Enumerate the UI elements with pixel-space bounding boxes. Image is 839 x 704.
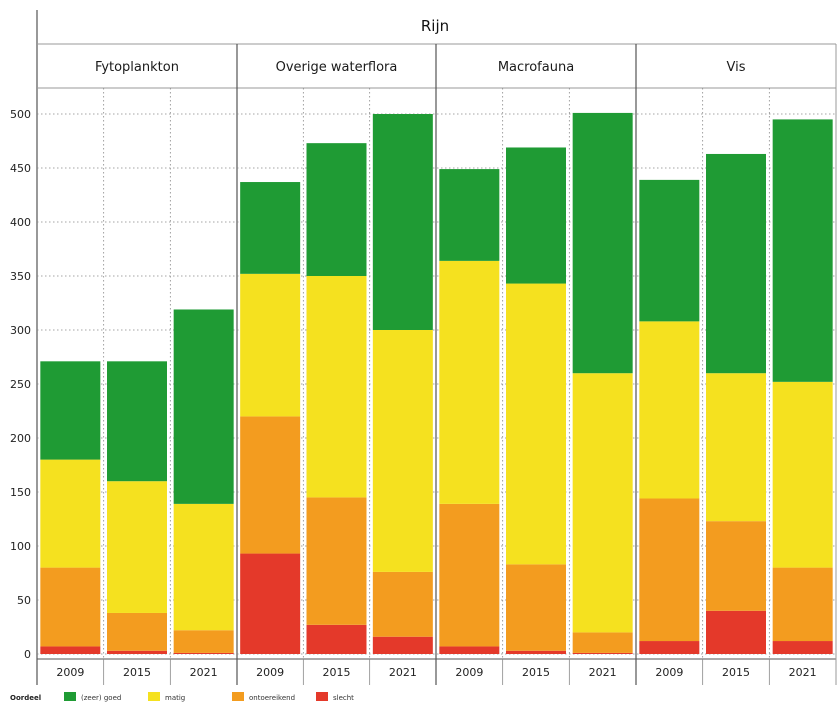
y-tick-label: 500	[10, 108, 31, 121]
bar-segment-ontoereikend	[439, 503, 500, 647]
bar-segment-ontoereikend	[240, 416, 301, 554]
bar-segment-slecht	[173, 652, 234, 654]
bar-segment-matig	[639, 321, 700, 499]
bar-segment-goed	[240, 182, 301, 274]
bar-segment-matig	[772, 381, 833, 568]
facet-title: Fytoplankton	[95, 60, 179, 75]
y-tick-label: 250	[10, 378, 31, 391]
y-tick-label: 150	[10, 486, 31, 499]
facet-title: Overige waterflora	[276, 60, 398, 75]
bar-segment-slecht	[240, 553, 301, 654]
chart-title: Rijn	[421, 17, 449, 35]
x-axis: 2009 2015 2021 2009 2015 2021 2009 2015 2021 2009…	[56, 666, 816, 679]
bar-segment-matig	[173, 503, 234, 631]
bar-segment-ontoereikend	[572, 632, 633, 653]
bar-segment-goed	[40, 361, 101, 460]
y-tick-label: 350	[10, 270, 31, 283]
grid-lines	[37, 88, 836, 659]
bar-segment-ontoereikend	[639, 498, 700, 642]
bar-segment-goed	[572, 112, 633, 374]
bar-segment-ontoereikend	[40, 567, 101, 647]
x-tick-label: 2021	[589, 666, 617, 679]
bar-segment-slecht	[372, 636, 433, 654]
y-tick-label: 100	[10, 540, 31, 553]
bar-segment-matig	[706, 373, 766, 522]
bar-segment-matig	[439, 260, 500, 504]
bar-segment-slecht	[639, 641, 700, 654]
bars	[40, 112, 833, 654]
bar-segment-goed	[173, 309, 234, 504]
bar-segment-slecht	[506, 650, 566, 654]
bar-segment-goed	[107, 361, 167, 482]
legend-title: Oordeel	[10, 694, 41, 702]
bar-segment-slecht	[706, 610, 766, 654]
bar-segment-goed	[439, 169, 500, 261]
y-axis: 0 50 100 150 200 250 300 350 400 450 500	[10, 108, 31, 661]
bar-segment-matig	[107, 481, 167, 613]
bar-segment-matig	[40, 459, 101, 568]
bar-segment-goed	[706, 153, 766, 374]
bar-segment-matig	[306, 276, 367, 498]
bar-segment-goed	[639, 179, 700, 322]
x-tick-label: 2015	[123, 666, 151, 679]
legend-label-ontoereikend: ontoereikend	[249, 694, 295, 702]
legend-swatch-goed	[64, 692, 76, 701]
bar-segment-ontoereikend	[506, 564, 566, 651]
bar-segment-goed	[772, 119, 833, 382]
x-tick-label: 2009	[655, 666, 683, 679]
legend-label-slecht: slecht	[333, 694, 354, 702]
bar-segment-ontoereikend	[173, 630, 234, 653]
x-tick-label: 2021	[190, 666, 218, 679]
x-tick-label: 2021	[789, 666, 817, 679]
legend-label-goed: (zeer) goed	[81, 694, 121, 702]
bar-segment-slecht	[439, 646, 500, 654]
bar-segment-slecht	[772, 641, 833, 654]
facet-titles: Fytoplankton Overige waterflora Macrofauna…	[95, 60, 746, 75]
bar-segment-matig	[572, 373, 633, 633]
bar-segment-ontoereikend	[372, 571, 433, 637]
bar-segment-slecht	[40, 646, 101, 654]
x-tick-label: 2015	[722, 666, 750, 679]
legend-swatch-ontoereikend	[232, 692, 244, 701]
bar-segment-slecht	[572, 652, 633, 654]
bar-segment-matig	[506, 283, 566, 565]
y-tick-label: 300	[10, 324, 31, 337]
x-tick-label: 2009	[56, 666, 84, 679]
bar-segment-ontoereikend	[772, 567, 833, 642]
x-tick-label: 2021	[389, 666, 417, 679]
y-tick-label: 450	[10, 162, 31, 175]
bar-segment-slecht	[306, 624, 367, 654]
bar-segment-matig	[240, 273, 301, 417]
legend: Oordeel (zeer) goed matig ontoereikend slec…	[10, 692, 354, 702]
bar-segment-goed	[372, 114, 433, 330]
x-tick-label: 2009	[455, 666, 483, 679]
x-tick-label: 2015	[323, 666, 351, 679]
bar-segment-ontoereikend	[107, 612, 167, 651]
bar-segment-slecht	[107, 650, 167, 654]
x-tick-label: 2009	[256, 666, 284, 679]
bar-segment-goed	[306, 143, 367, 276]
y-tick-label: 200	[10, 432, 31, 445]
legend-swatch-slecht	[316, 692, 328, 701]
x-tick-label: 2015	[522, 666, 550, 679]
bar-segment-ontoereikend	[706, 521, 766, 611]
y-tick-label: 400	[10, 216, 31, 229]
y-tick-label: 0	[24, 648, 31, 661]
bar-segment-matig	[372, 330, 433, 572]
facet-title: Macrofauna	[498, 60, 574, 75]
y-tick-label: 50	[17, 594, 31, 607]
bar-segment-ontoereikend	[306, 497, 367, 625]
bar-segment-goed	[506, 147, 566, 284]
legend-label-matig: matig	[165, 694, 185, 702]
facet-title: Vis	[727, 60, 746, 75]
legend-swatch-matig	[148, 692, 160, 701]
